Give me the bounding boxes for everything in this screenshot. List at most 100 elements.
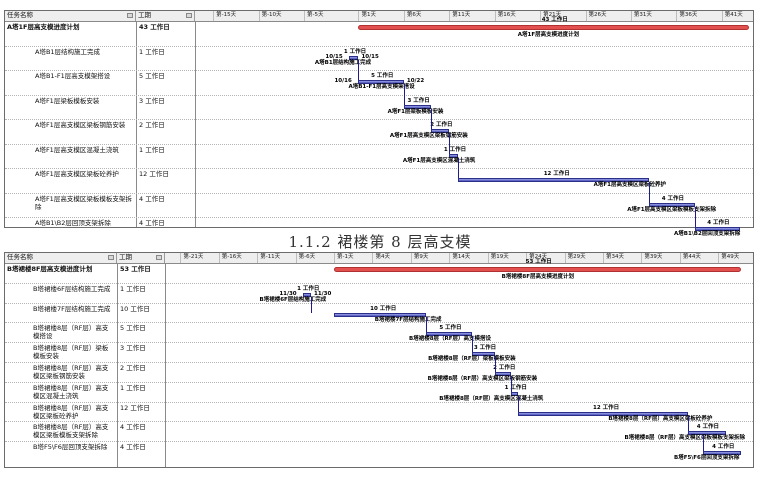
task-duration[interactable]: 10 工作日 bbox=[120, 304, 150, 313]
timescale-tick-label: 第-21天 bbox=[180, 253, 203, 263]
task-duration[interactable]: 2 工作日 bbox=[120, 364, 146, 372]
task-duration[interactable]: 4 工作日 bbox=[120, 443, 146, 452]
task-name[interactable]: A塔F1层高支模区梁板钢筋安装 bbox=[35, 121, 126, 129]
task-name[interactable]: A塔F1层高支模区梁板模板支架拆除 bbox=[35, 194, 132, 211]
task-finish-date-label: 10/15 bbox=[361, 53, 379, 60]
task-bar[interactable] bbox=[510, 391, 519, 396]
task-bar[interactable] bbox=[358, 80, 404, 84]
task-name[interactable]: B塔裙楼8层（RF层）高支模区梁板砼养护 bbox=[33, 403, 109, 420]
column-filter-button[interactable] bbox=[108, 255, 114, 260]
task-name[interactable]: B塔裙楼6F层结构施工完成 bbox=[33, 284, 111, 293]
task-duration[interactable]: 12 工作日 bbox=[139, 170, 169, 178]
task-bar[interactable] bbox=[334, 312, 427, 317]
column-filter-button[interactable] bbox=[186, 13, 192, 18]
task-bar[interactable] bbox=[449, 153, 459, 158]
task-name[interactable]: A塔B1-F1层高支模架搭设 bbox=[35, 72, 111, 80]
column-header-task-name[interactable]: 任务名称 bbox=[5, 253, 117, 263]
task-duration[interactable]: 1 工作日 bbox=[139, 47, 165, 56]
row-separator bbox=[5, 217, 753, 218]
gantt-chart-a: 任务名称 工期 第-15天 第-10天 第-5天 第1天 第6天 第11天 第16天 第21天 第2… bbox=[4, 10, 754, 237]
task-duration-label: 5 工作日 bbox=[439, 325, 462, 332]
row-separator bbox=[5, 282, 753, 284]
task-start-date-label: 10/15 bbox=[325, 53, 343, 60]
task-bar-label: B塔裙楼8层（RF层）高支模搭设 bbox=[409, 336, 492, 343]
task-name[interactable]: A塔F1层梁板模板安装 bbox=[35, 96, 100, 105]
timescale-tick-label: 第19天 bbox=[487, 253, 509, 263]
row-separator bbox=[5, 119, 753, 120]
row-separator bbox=[5, 342, 753, 344]
task-name[interactable]: A塔F1层高支模区混凝土浇筑 bbox=[35, 145, 119, 154]
task-duration-label: 3 工作日 bbox=[407, 97, 430, 104]
task-duration[interactable]: 12 工作日 bbox=[120, 403, 150, 412]
row-separator bbox=[5, 70, 753, 71]
task-bar[interactable] bbox=[458, 178, 650, 182]
column-header-task-name[interactable]: 任务名称 bbox=[5, 11, 136, 21]
summary-duration-label: 53 工作日 bbox=[525, 259, 552, 265]
task-duration-label: 5 工作日 bbox=[371, 73, 394, 79]
task-name[interactable]: B塔裙楼8层（RF层）高支模区梁板钢筋安装 bbox=[33, 364, 109, 380]
task-bar[interactable] bbox=[431, 129, 450, 133]
task-bar[interactable] bbox=[518, 411, 688, 416]
task-bar[interactable] bbox=[303, 292, 311, 297]
task-bar-label: A塔F1层梁板模板安装 bbox=[387, 108, 444, 115]
task-bar[interactable] bbox=[403, 104, 432, 109]
task-name[interactable]: B塔裙楼8层（RF层）高支模区梁板模板支架拆除 bbox=[33, 423, 109, 440]
summary-bar[interactable] bbox=[358, 25, 749, 30]
task-bar-label: B塔F5\F6层回顶支架拆除 bbox=[674, 455, 740, 462]
task-bar[interactable] bbox=[495, 372, 511, 376]
summary-task-name[interactable]: B塔裙楼8F层高支模进度计划 bbox=[7, 265, 93, 273]
column-divider bbox=[195, 21, 196, 227]
task-duration[interactable]: 4 工作日 bbox=[139, 194, 165, 203]
task-duration[interactable]: 2 工作日 bbox=[139, 121, 165, 129]
dependency-link bbox=[702, 435, 704, 452]
summary-task-name[interactable]: A塔1F层高支模进度计划 bbox=[7, 23, 80, 31]
task-bar[interactable] bbox=[349, 55, 359, 60]
task-duration[interactable]: 5 工作日 bbox=[120, 324, 146, 333]
task-name[interactable]: B塔裙楼7F层结构施工完成 bbox=[33, 304, 111, 313]
task-bar[interactable] bbox=[649, 202, 695, 207]
column-filter-button[interactable] bbox=[156, 255, 162, 260]
timescale-tick-label: 第-16天 bbox=[218, 253, 242, 263]
task-bar[interactable] bbox=[694, 227, 740, 231]
task-bar-label: B塔裙楼8层（RF层）高支模区梁板模板支架拆除 bbox=[624, 435, 746, 442]
row-separator bbox=[5, 381, 753, 383]
task-bar-label: B塔裙楼8层（RF层）梁板模板安装 bbox=[428, 356, 516, 363]
task-bar[interactable] bbox=[426, 332, 473, 337]
task-duration[interactable]: 1 工作日 bbox=[139, 145, 165, 154]
column-header-duration[interactable]: 工期 bbox=[136, 11, 195, 21]
task-duration[interactable]: 4 工作日 bbox=[139, 219, 165, 227]
task-name[interactable]: A塔B1层结构施工完成 bbox=[35, 47, 101, 56]
column-filter-button[interactable] bbox=[127, 13, 133, 18]
task-name[interactable]: B塔裙楼8层（RF层）高支模搭设 bbox=[33, 324, 109, 341]
task-duration[interactable]: 1 工作日 bbox=[120, 383, 146, 392]
task-name[interactable]: B塔裙楼8层（RF层）梁板模板安装 bbox=[33, 344, 109, 361]
task-duration[interactable]: 3 工作日 bbox=[120, 344, 146, 353]
gantt-header: 任务名称 工期 第-21天 第-16天 第-11天 第-6天 第-1天 第4天 第9天 第14天 第… bbox=[5, 253, 753, 264]
task-duration[interactable]: 3 工作日 bbox=[139, 96, 165, 105]
task-name[interactable]: A塔F1层高支模区梁板砼养护 bbox=[35, 170, 119, 178]
gantt-chart-b: 任务名称 工期 第-21天 第-16天 第-11天 第-6天 第-1天 第4天 第9天 第14天 第… bbox=[4, 252, 754, 468]
column-header-duration[interactable]: 工期 bbox=[117, 253, 165, 263]
timescale-tick-label: 第39天 bbox=[641, 253, 662, 263]
task-bar[interactable] bbox=[472, 352, 496, 357]
task-name[interactable]: A塔B1\B2层回顶支架拆除 bbox=[35, 219, 111, 227]
summary-bar[interactable] bbox=[334, 267, 742, 272]
task-bar[interactable] bbox=[687, 431, 726, 436]
task-name[interactable]: B塔裙楼8层（RF层）高支模区混凝土浇筑 bbox=[33, 383, 109, 400]
summary-duration[interactable]: 53 工作日 bbox=[120, 265, 151, 273]
row-separator bbox=[5, 168, 753, 169]
timescale-tick-label: 第31天 bbox=[630, 11, 652, 21]
task-duration[interactable]: 5 工作日 bbox=[139, 72, 165, 80]
task-finish-date-label: 10/22 bbox=[406, 78, 425, 84]
task-duration[interactable]: 4 工作日 bbox=[120, 423, 146, 432]
row-separator bbox=[5, 192, 753, 194]
task-name[interactable]: B塔F5\F6层回顶支架拆除 bbox=[33, 443, 108, 452]
timescale-tick-label: 第-1天 bbox=[334, 253, 354, 263]
task-duration-label: 4 工作日 bbox=[661, 195, 685, 202]
task-duration[interactable]: 1 工作日 bbox=[120, 284, 146, 293]
summary-duration-label: 43 工作日 bbox=[541, 17, 568, 23]
task-bar[interactable] bbox=[702, 451, 742, 456]
column-divider bbox=[136, 21, 137, 227]
summary-duration[interactable]: 43 工作日 bbox=[139, 23, 170, 31]
task-duration-label: 2 工作日 bbox=[493, 365, 516, 371]
